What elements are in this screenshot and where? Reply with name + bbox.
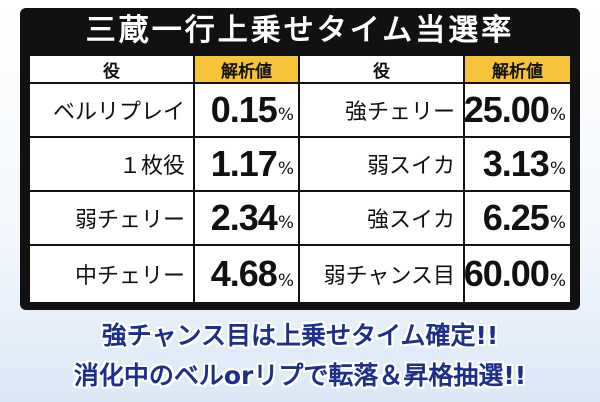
rate-number: 6.25: [482, 197, 550, 238]
percent-sign: %: [549, 213, 566, 233]
role-name: 弱スイカ: [300, 138, 465, 192]
rate-number: 25.00: [465, 89, 550, 130]
rate-value: 2.34%: [195, 192, 300, 246]
role-name: 弱チャンス目: [300, 246, 465, 302]
header-value-right: 解析値: [465, 56, 570, 84]
percent-sign: %: [277, 159, 294, 179]
footer-note-line2: 消化中のベルorリプで転落＆昇格抽選!!: [73, 361, 527, 390]
percent-sign: %: [549, 105, 566, 125]
rate-number: 0.15: [210, 89, 278, 130]
footer-note-line1: 強チャンス目は上乗せタイム確定!!: [101, 321, 499, 350]
rate-value: 0.15%: [195, 84, 300, 138]
rate-number: 3.13: [482, 143, 550, 184]
header-value-left: 解析値: [195, 56, 300, 84]
rate-number: 1.17: [210, 143, 278, 184]
percent-sign: %: [277, 105, 294, 125]
role-name: １枚役: [30, 138, 195, 192]
role-name: 中チェリー: [30, 246, 195, 302]
rate-value: 25.00%: [465, 84, 570, 138]
header-role-right: 役: [300, 56, 465, 84]
role-name: 強チェリー: [300, 84, 465, 138]
percent-sign: %: [549, 159, 566, 179]
rate-number: 4.68: [210, 253, 278, 294]
rate-number: 60.00: [465, 253, 550, 294]
percent-sign: %: [277, 213, 294, 233]
rate-value: 1.17%: [195, 138, 300, 192]
role-name: 強スイカ: [300, 192, 465, 246]
role-name: ベルリプレイ: [30, 84, 195, 138]
header-role-left: 役: [30, 56, 195, 84]
role-name: 弱チェリー: [30, 192, 195, 246]
rate-value: 6.25%: [465, 192, 570, 246]
rate-number: 2.34: [210, 197, 278, 238]
rate-value: 60.00%: [465, 246, 570, 302]
probability-table: 役 解析値 役 解析値 ベルリプレイ 0.15% 強チェリー 25.00% １枚…: [30, 56, 570, 302]
rate-value: 4.68%: [195, 246, 300, 302]
rate-value: 3.13%: [465, 138, 570, 192]
page-title: 三蔵一行上乗せタイム当選率: [85, 13, 515, 48]
percent-sign: %: [277, 271, 294, 291]
percent-sign: %: [549, 271, 566, 291]
